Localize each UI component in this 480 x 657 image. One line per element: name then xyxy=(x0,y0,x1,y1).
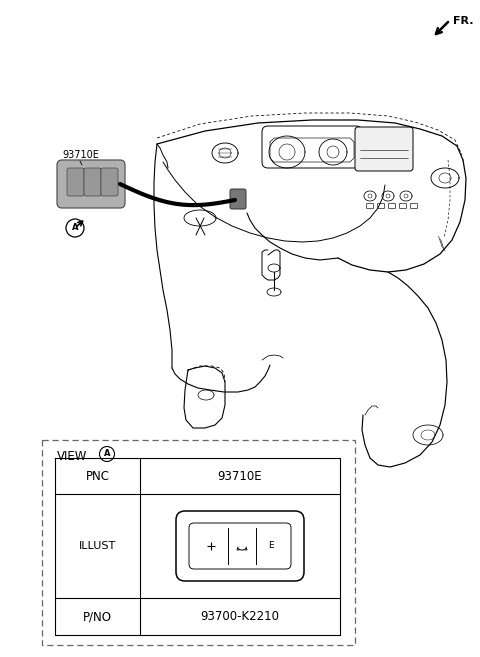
Text: 93710E: 93710E xyxy=(62,150,99,160)
Text: FR.: FR. xyxy=(453,16,473,26)
Bar xyxy=(42,440,355,645)
FancyBboxPatch shape xyxy=(189,523,291,569)
Text: ILLUST: ILLUST xyxy=(79,541,116,551)
FancyBboxPatch shape xyxy=(355,127,413,171)
FancyBboxPatch shape xyxy=(230,189,246,209)
Text: 93710E: 93710E xyxy=(218,470,262,482)
FancyBboxPatch shape xyxy=(67,168,84,196)
FancyBboxPatch shape xyxy=(57,160,125,208)
FancyBboxPatch shape xyxy=(367,204,373,208)
Text: E: E xyxy=(268,541,274,551)
Circle shape xyxy=(99,447,115,461)
FancyBboxPatch shape xyxy=(399,204,407,208)
Text: A: A xyxy=(104,449,110,459)
Text: P/NO: P/NO xyxy=(83,610,112,623)
Text: A: A xyxy=(72,223,78,233)
Circle shape xyxy=(66,219,84,237)
Text: 93700-K2210: 93700-K2210 xyxy=(201,610,279,623)
FancyBboxPatch shape xyxy=(410,204,418,208)
FancyBboxPatch shape xyxy=(262,126,362,168)
FancyBboxPatch shape xyxy=(101,168,118,196)
Text: VIEW: VIEW xyxy=(57,450,87,463)
FancyBboxPatch shape xyxy=(377,204,384,208)
FancyBboxPatch shape xyxy=(388,204,396,208)
FancyBboxPatch shape xyxy=(176,511,304,581)
Text: PNC: PNC xyxy=(85,470,109,482)
FancyBboxPatch shape xyxy=(84,168,101,196)
